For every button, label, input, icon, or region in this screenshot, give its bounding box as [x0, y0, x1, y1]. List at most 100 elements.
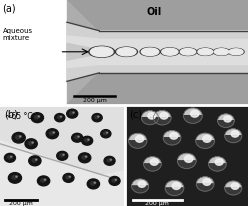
Circle shape [198, 49, 213, 56]
Circle shape [82, 137, 93, 145]
Text: 200 μm: 200 μm [9, 200, 33, 205]
Circle shape [209, 157, 226, 171]
Circle shape [225, 181, 242, 195]
Circle shape [69, 176, 70, 177]
Circle shape [7, 156, 11, 159]
Circle shape [148, 113, 155, 119]
Circle shape [231, 183, 239, 189]
Polygon shape [128, 141, 147, 149]
Circle shape [215, 159, 223, 165]
Circle shape [101, 130, 111, 138]
Circle shape [73, 112, 74, 114]
Circle shape [214, 49, 229, 56]
Circle shape [63, 174, 74, 183]
Circle shape [41, 179, 45, 182]
Circle shape [92, 114, 102, 122]
Circle shape [170, 133, 178, 139]
Circle shape [196, 177, 214, 191]
Polygon shape [225, 188, 242, 195]
Polygon shape [209, 164, 226, 171]
Text: (c): (c) [129, 109, 142, 119]
Bar [67, 0, 248, 105]
Circle shape [28, 142, 33, 145]
Circle shape [213, 49, 230, 56]
Circle shape [85, 139, 89, 142]
Circle shape [177, 153, 196, 169]
Circle shape [107, 159, 111, 162]
Polygon shape [154, 118, 171, 125]
Circle shape [94, 182, 96, 183]
Circle shape [135, 136, 144, 143]
Polygon shape [165, 188, 184, 196]
Circle shape [141, 49, 159, 56]
Circle shape [38, 116, 40, 117]
Circle shape [231, 131, 239, 137]
Circle shape [4, 154, 15, 163]
Circle shape [8, 173, 22, 183]
Polygon shape [196, 184, 214, 191]
Circle shape [60, 154, 64, 157]
Circle shape [34, 116, 39, 119]
Circle shape [78, 136, 79, 137]
Polygon shape [177, 161, 196, 169]
Polygon shape [217, 121, 234, 128]
Text: Aqueous
mixture: Aqueous mixture [2, 28, 32, 41]
Circle shape [140, 48, 160, 57]
Circle shape [87, 179, 99, 189]
Circle shape [229, 50, 243, 55]
Polygon shape [196, 141, 215, 149]
Polygon shape [67, 0, 248, 32]
Circle shape [103, 132, 107, 135]
Circle shape [98, 117, 99, 118]
Circle shape [138, 181, 146, 187]
Circle shape [91, 182, 95, 185]
Circle shape [117, 48, 136, 57]
Text: (b): (b) [4, 109, 18, 119]
Circle shape [109, 177, 120, 185]
Circle shape [57, 152, 68, 160]
Circle shape [31, 113, 43, 123]
Circle shape [67, 110, 78, 118]
Circle shape [20, 136, 21, 137]
Polygon shape [67, 23, 248, 82]
Polygon shape [132, 186, 149, 193]
Circle shape [75, 136, 79, 139]
Bar [0, 0, 67, 105]
Text: ~65 °C: ~65 °C [5, 111, 32, 120]
Circle shape [172, 183, 181, 190]
Text: (a): (a) [2, 3, 16, 13]
Circle shape [110, 159, 112, 160]
Circle shape [86, 156, 87, 157]
Text: 200 μm: 200 μm [83, 98, 107, 103]
Circle shape [165, 180, 184, 196]
Circle shape [70, 112, 74, 115]
Circle shape [144, 157, 161, 171]
Circle shape [55, 114, 65, 122]
Polygon shape [225, 136, 242, 143]
Circle shape [16, 136, 20, 139]
Circle shape [72, 134, 83, 143]
Circle shape [37, 176, 50, 186]
Circle shape [112, 179, 116, 182]
Circle shape [141, 111, 158, 125]
Polygon shape [67, 74, 248, 105]
Circle shape [61, 117, 62, 118]
Polygon shape [141, 118, 158, 125]
Circle shape [66, 176, 70, 179]
Polygon shape [67, 44, 98, 61]
Polygon shape [0, 141, 124, 206]
Circle shape [88, 139, 89, 140]
Circle shape [79, 153, 91, 163]
Circle shape [185, 156, 193, 163]
Circle shape [11, 156, 12, 157]
Polygon shape [67, 37, 99, 68]
Circle shape [190, 111, 199, 118]
Circle shape [161, 49, 179, 56]
Circle shape [12, 133, 25, 143]
Circle shape [197, 49, 214, 56]
Circle shape [203, 179, 211, 185]
Circle shape [225, 129, 242, 143]
Circle shape [132, 179, 149, 193]
Circle shape [82, 156, 86, 159]
Circle shape [179, 49, 197, 56]
